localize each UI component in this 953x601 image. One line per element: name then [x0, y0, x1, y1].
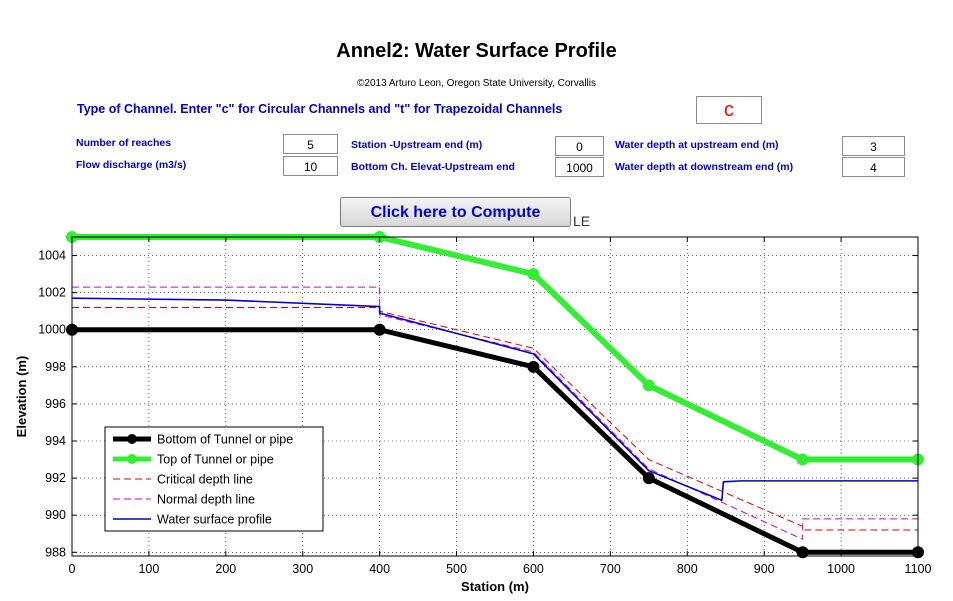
depth-downstream-input[interactable]: 4 — [842, 157, 905, 177]
reaches-label: Number of reaches — [76, 137, 172, 149]
x-axis-label: Station (m) — [461, 579, 529, 594]
y-tick-label: 988 — [45, 545, 66, 559]
page-title: Annel2: Water Surface Profile — [336, 40, 617, 62]
x-tick-label: 200 — [215, 562, 236, 576]
legend-label: Normal depth line — [157, 493, 255, 507]
x-tick-label: 800 — [677, 562, 698, 576]
x-tick-label: 600 — [523, 562, 544, 576]
series-point — [796, 546, 809, 559]
series-point — [373, 323, 386, 336]
x-tick-label: 400 — [369, 562, 390, 576]
depth-upstream-label: Water depth at upstream end (m) — [615, 139, 779, 151]
y-tick-label: 1004 — [38, 249, 66, 263]
y-tick-label: 996 — [45, 397, 66, 411]
x-tick-label: 0 — [69, 562, 76, 576]
station-upstream-label: Station -Upstream end (m) — [351, 139, 483, 151]
series-point — [642, 472, 655, 485]
series-point — [796, 453, 809, 466]
bottom-elev-input[interactable]: 1000 — [555, 157, 604, 177]
y-tick-label: 1002 — [38, 286, 66, 300]
depth-upstream-input[interactable]: 3 — [842, 136, 905, 156]
plot-frame — [71, 236, 919, 557]
channel-type-label: Type of Channel. Enter "c" for Circular … — [77, 102, 563, 116]
legend-marker — [127, 434, 137, 444]
discharge-label: Flow discharge (m3/s) — [76, 159, 187, 171]
channel-type-input[interactable]: c — [696, 96, 762, 124]
series-point — [527, 268, 540, 281]
x-tick-label: 100 — [138, 562, 159, 576]
legend-label: Water surface profile — [157, 513, 272, 527]
discharge-input[interactable]: 10 — [283, 156, 338, 176]
station-upstream-input[interactable]: 0 — [555, 136, 604, 156]
bottom-elev-label: Bottom Ch. Elevat-Upstream end — [351, 161, 515, 173]
depth-downstream-label: Water depth at downstream end (m) — [615, 161, 794, 173]
series-line-5 — [71, 297, 918, 502]
y-tick-label: 994 — [45, 434, 66, 448]
legend: Bottom of Tunnel or pipe Top of Tunnel or… — [104, 426, 324, 532]
legend-label: Bottom of Tunnel or pipe — [157, 433, 293, 447]
x-tick-label: 1000 — [827, 562, 855, 576]
series-point — [527, 360, 540, 373]
x-tick-label: 500 — [446, 562, 467, 576]
x-tick-label: 300 — [292, 562, 313, 576]
legend-marker — [127, 454, 137, 464]
x-tick-label: 900 — [754, 562, 775, 576]
legend-label: Critical depth line — [157, 473, 253, 487]
y-tick-label: 1000 — [38, 323, 66, 337]
series-point — [642, 379, 655, 392]
series-line-1 — [72, 327, 918, 555]
series-line-4 — [72, 286, 918, 540]
legend-label: Top of Tunnel or pipe — [157, 453, 274, 467]
x-tick-label: 1100 — [905, 562, 932, 576]
x-tick-label: 700 — [600, 562, 621, 576]
y-tick-label: 998 — [45, 360, 66, 374]
y-tick-label: 990 — [45, 508, 66, 522]
y-axis-label: Elevation (m) — [14, 356, 29, 438]
compute-button[interactable]: Click here to Compute — [340, 197, 571, 227]
reaches-input[interactable]: 5 — [283, 134, 338, 154]
copyright-text: ©2013 Arturo Leon, Oregon State Universi… — [357, 78, 596, 89]
y-tick-label: 992 — [45, 471, 66, 485]
le-text: LE — [573, 213, 591, 229]
